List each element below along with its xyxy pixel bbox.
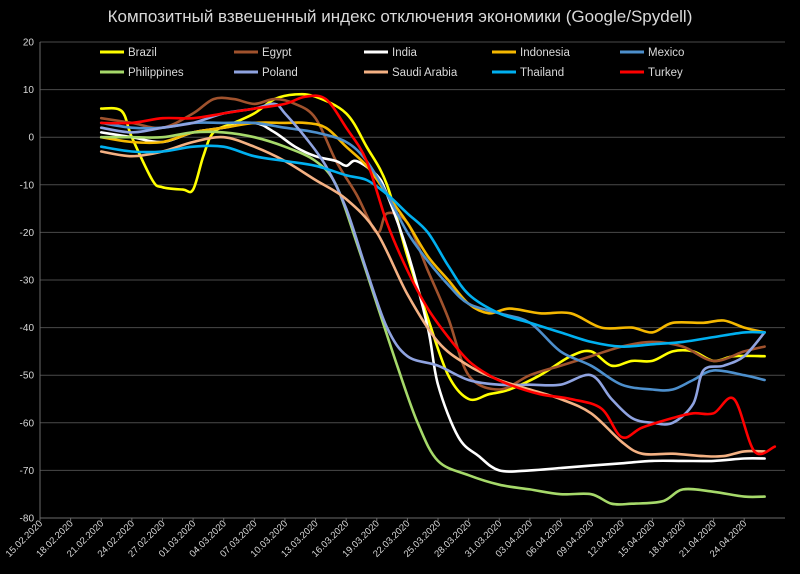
y-tick-label: -80 (20, 514, 35, 525)
legend-label-philippines: Philippines (128, 67, 184, 79)
legend-label-egypt: Egypt (262, 47, 292, 59)
chart-title: Композитный взвешенный индекс отключения… (108, 7, 693, 26)
series-line-turkey (99, 94, 777, 456)
legend-label-saudi-arabia: Saudi Arabia (392, 67, 458, 79)
series-line-philippines (99, 130, 766, 506)
y-tick-label: 20 (23, 38, 35, 49)
y-tick-label: -20 (20, 228, 35, 239)
legend: Brazil Egypt India Indonesia Mexico Philippin… (100, 47, 684, 79)
y-tick-label: -50 (20, 371, 35, 382)
legend-label-thailand: Thailand (520, 67, 564, 79)
legend-label-brazil: Brazil (128, 47, 157, 59)
legend-label-turkey: Turkey (648, 67, 683, 79)
legend-label-indonesia: Indonesia (520, 47, 570, 59)
y-tick-label: -10 (20, 180, 35, 191)
legend-label-poland: Poland (262, 67, 298, 79)
series-line-indonesia (99, 121, 766, 334)
legend-label-india: India (392, 47, 418, 59)
y-tick-label: -70 (20, 466, 35, 477)
series-line-saudi-arabia (99, 135, 766, 458)
series-lines (99, 92, 777, 506)
y-tick-label: 10 (23, 85, 35, 96)
y-tick-label: 0 (28, 133, 34, 144)
series-line-thailand (99, 144, 766, 348)
y-tick-label: -60 (20, 418, 35, 429)
y-axis-ticks: 20 10 0 -10 -20 -30 -40 -50 -60 -70 -80 (20, 38, 35, 525)
series-line-mexico (99, 121, 766, 392)
y-tick-label: -30 (20, 276, 35, 287)
legend-label-mexico: Mexico (648, 47, 684, 59)
y-tick-label: -40 (20, 323, 35, 334)
